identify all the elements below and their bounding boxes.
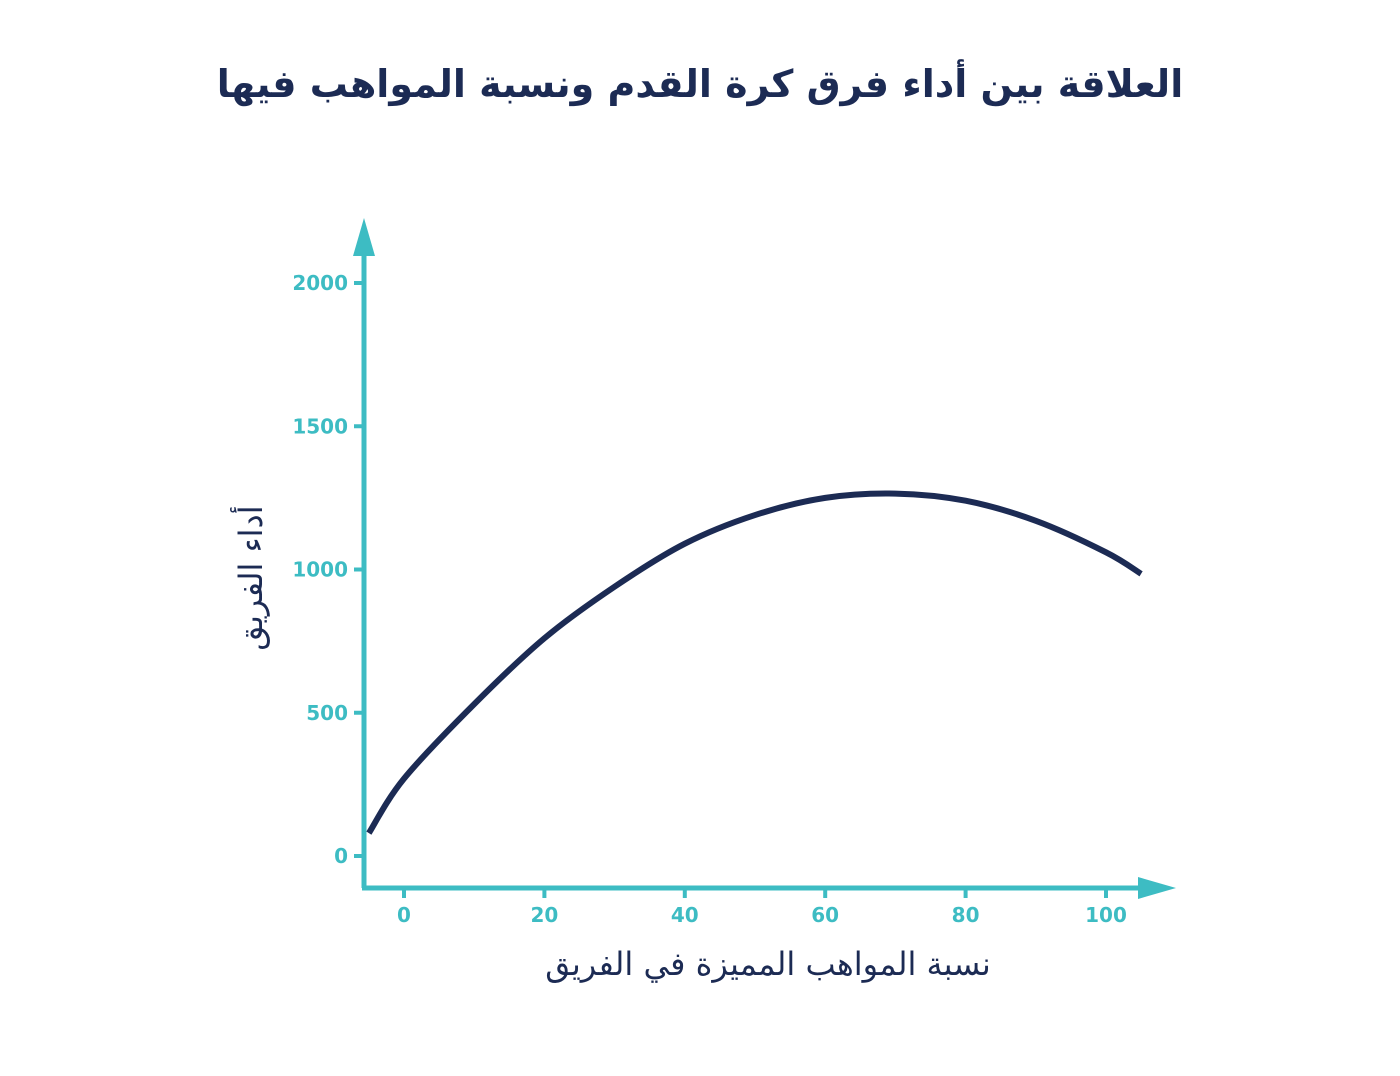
y-axis-title: أداء الفريق [230, 505, 270, 650]
x-axis-arrow [1138, 877, 1176, 899]
x-axis-ticks: 0 20 40 60 80 100 [397, 888, 1127, 927]
y-axis-ticks: 0 500 1000 1500 2000 [292, 271, 364, 868]
x-tick-label: 60 [811, 903, 839, 927]
x-tick-label: 40 [671, 903, 699, 927]
series-line [366, 490, 1143, 835]
chart-title: العلاقة بين أداء فرق كرة القدم ونسبة الم… [216, 62, 1184, 106]
x-tick-label: 80 [952, 903, 980, 927]
y-tick-label: 1500 [292, 414, 348, 438]
y-tick-label: 0 [334, 844, 348, 868]
x-tick-label: 20 [530, 903, 558, 927]
x-tick-label: 0 [397, 903, 411, 927]
y-tick-label: 2000 [292, 271, 348, 295]
y-axis-arrow [353, 218, 375, 256]
y-tick-label: 1000 [292, 558, 348, 582]
y-tick-label: 500 [306, 701, 348, 725]
x-axis-title: نسبة المواهب المميزة في الفريق [545, 945, 991, 983]
x-tick-label: 100 [1085, 903, 1127, 927]
